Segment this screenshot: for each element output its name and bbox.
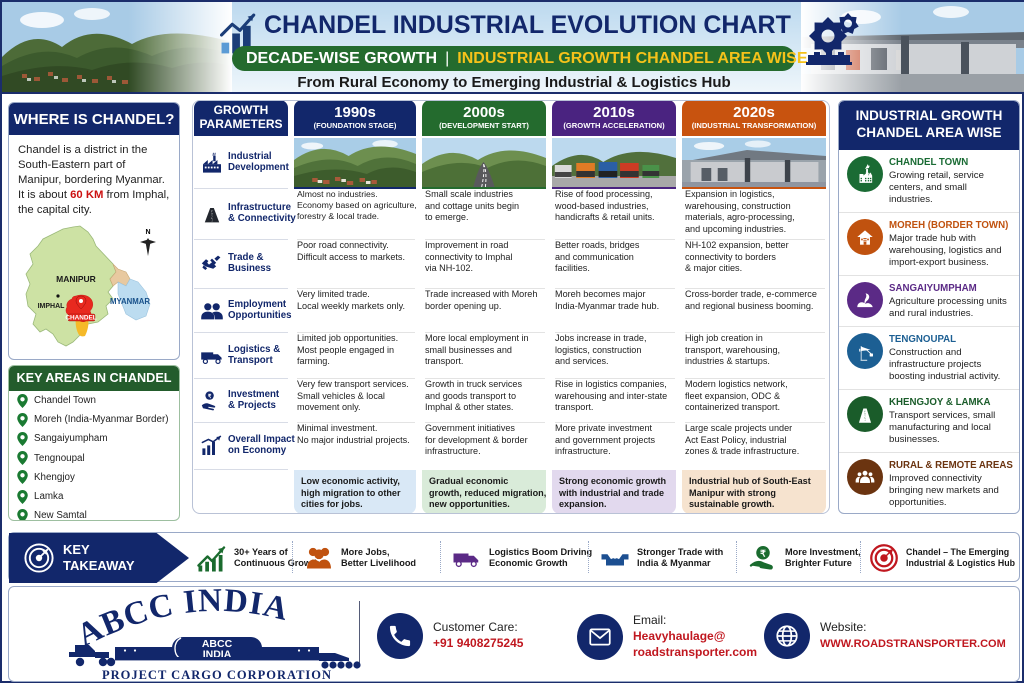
svg-text:CHANDEL: CHANDEL (65, 314, 96, 321)
svg-text:MYANMAR: MYANMAR (110, 297, 150, 306)
svg-text:₹: ₹ (760, 549, 766, 559)
svg-text:IMPHAL: IMPHAL (38, 303, 66, 310)
svg-text:MANIPUR: MANIPUR (56, 274, 96, 284)
svg-text:PROJECT CARGO CORPORATION: PROJECT CARGO CORPORATION (102, 668, 332, 682)
svg-text:₹: ₹ (208, 394, 212, 400)
svg-text:N: N (145, 229, 150, 236)
